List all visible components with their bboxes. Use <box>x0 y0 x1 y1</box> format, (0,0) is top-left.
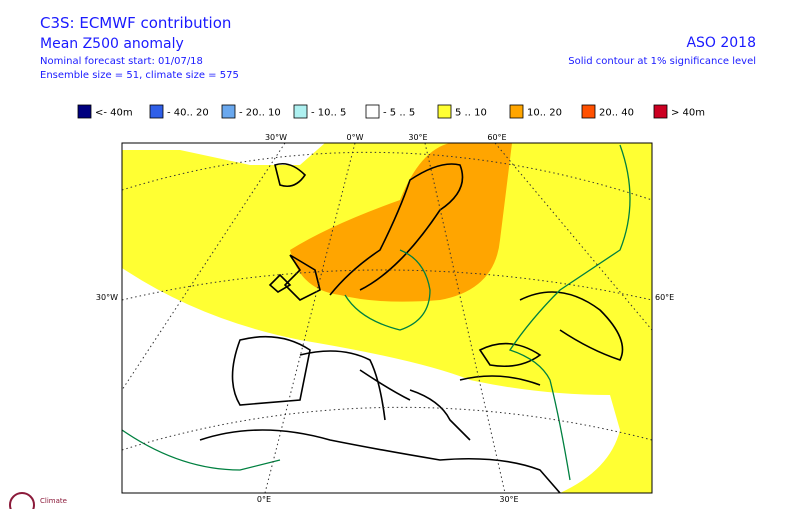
legend-label: - 40.. 20 <box>167 108 209 119</box>
legend: <- 40m - 40.. 20 - 20.. 10 - 10.. 5 - 5 .. 5… <box>77 104 705 119</box>
neutral-region <box>122 143 325 165</box>
legend-swatch <box>653 104 668 119</box>
legend-swatch <box>77 104 92 119</box>
legend-label: 10.. 20 <box>527 108 562 119</box>
graticule-label: 30°E <box>499 495 518 504</box>
legend-label: <- 40m <box>95 108 133 119</box>
legend-swatch <box>293 104 308 119</box>
note: Solid contour at 1% significance level <box>568 56 756 67</box>
graticule-label: 30°W <box>96 293 118 302</box>
legend-label: - 5 .. 5 <box>383 108 415 119</box>
positive-region <box>290 143 512 302</box>
legend-label: - 20.. 10 <box>239 108 281 119</box>
legend-swatch <box>365 104 380 119</box>
forecast-start: Nominal forecast start: 01/07/18 <box>40 56 203 67</box>
graticule-label: 60°E <box>487 133 506 142</box>
period: ASO 2018 <box>686 35 756 51</box>
legend-label: - 10.. 5 <box>311 108 346 119</box>
logo <box>9 492 35 509</box>
legend-swatch <box>149 104 164 119</box>
neutral-region <box>122 268 620 493</box>
legend-label: > 40m <box>671 108 705 119</box>
graticule-label: 0°E <box>257 495 271 504</box>
map-frame <box>121 142 653 494</box>
significance-contour <box>122 144 631 481</box>
coastlines <box>199 162 624 493</box>
graticule-label: 30°W <box>265 133 287 142</box>
logo-text: Climate <box>40 497 67 505</box>
legend-swatch <box>221 104 236 119</box>
legend-swatch <box>509 104 524 119</box>
legend-label: 5 .. 10 <box>455 108 487 119</box>
graticule-label: 60°E <box>655 293 674 302</box>
ensemble-info: Ensemble size = 51, climate size = 575 <box>40 70 239 81</box>
graticule <box>122 143 652 493</box>
map-body <box>122 143 652 493</box>
title: C3S: ECMWF contribution <box>40 14 232 32</box>
graticule-label: 30°E <box>408 133 427 142</box>
graticule-label: 0°W <box>347 133 364 142</box>
legend-swatch <box>437 104 452 119</box>
legend-swatch <box>581 104 596 119</box>
subtitle: Mean Z500 anomaly <box>40 36 184 52</box>
legend-label: 20.. 40 <box>599 108 634 119</box>
